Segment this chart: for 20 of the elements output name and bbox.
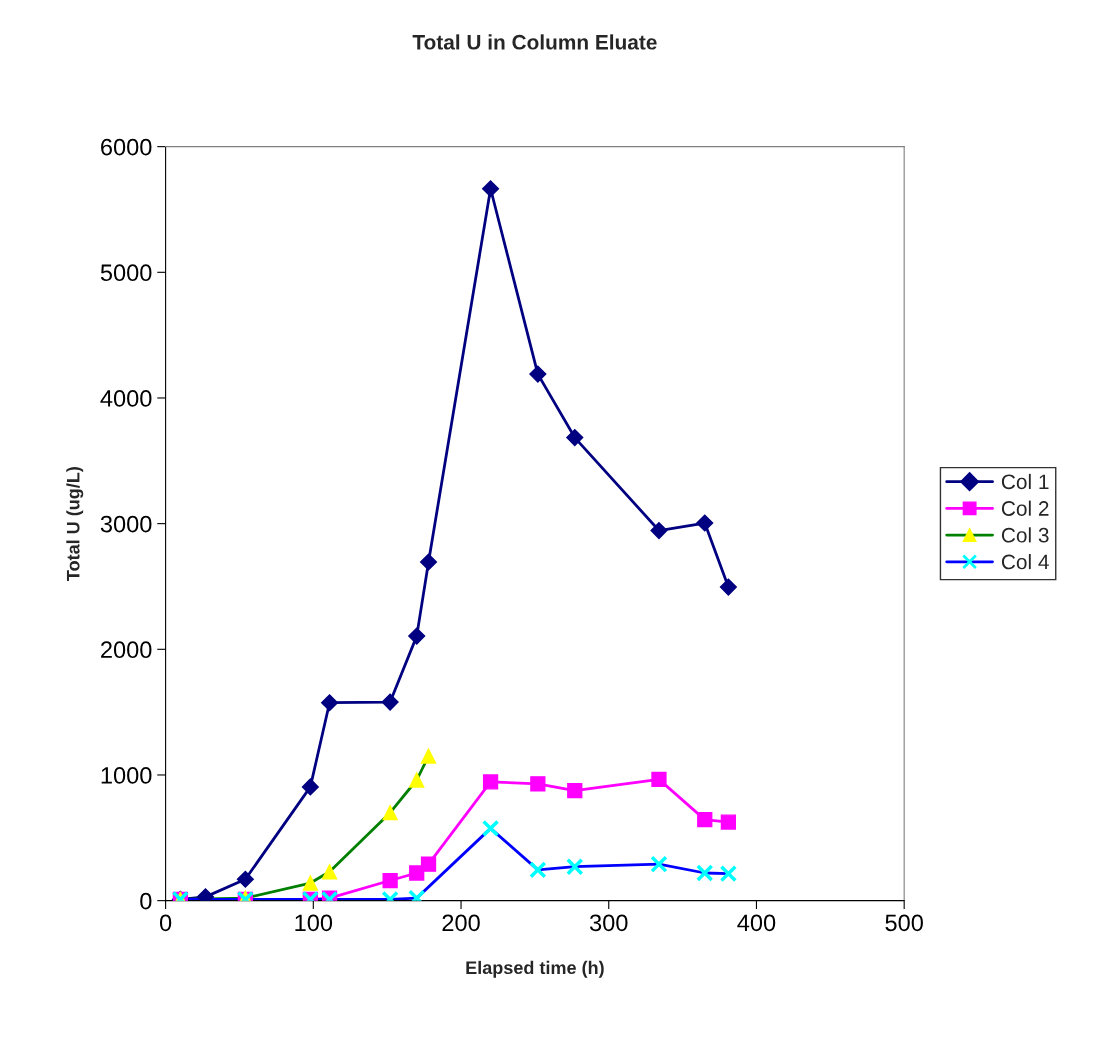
x-axis-title: Elapsed time (h) (466, 960, 604, 978)
legend-label: Col 4 (1001, 554, 1049, 570)
y-tick-label: 6000 (101, 138, 152, 156)
y-tick-label: 1000 (101, 767, 152, 784)
y-tick-label: 5000 (100, 264, 152, 282)
x-tick-label: 0 (159, 914, 172, 932)
x-tick-label: 300 (589, 914, 628, 932)
legend-label: Col 2 (1001, 500, 1049, 516)
legend-label: Col 1 (1001, 473, 1049, 490)
y-axis-title: Total U (ug/L) (66, 467, 84, 581)
x-tick-label: 500 (885, 914, 923, 932)
y-tick-label: 4000 (100, 390, 152, 407)
x-tick-label: 100 (295, 914, 333, 932)
legend-label: Col 3 (1001, 527, 1049, 543)
y-tick-label: 3000 (100, 515, 152, 533)
x-tick-label: 400 (737, 914, 776, 932)
chart-title: Total U in Column Eluate (412, 34, 657, 50)
y-tick-label: 0 (140, 892, 152, 910)
y-tick-label: 2000 (101, 641, 152, 659)
x-tick-label: 200 (442, 914, 480, 932)
